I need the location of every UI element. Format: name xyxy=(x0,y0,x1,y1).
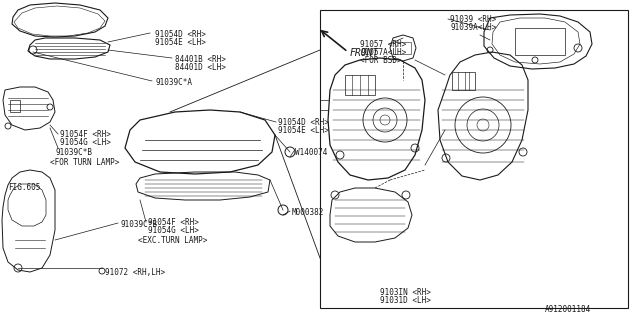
Text: 91054D <RH>: 91054D <RH> xyxy=(155,30,206,39)
Text: 91039C*B: 91039C*B xyxy=(55,148,92,157)
Text: M000382: M000382 xyxy=(292,208,324,217)
Text: <FOR BSD>: <FOR BSD> xyxy=(360,56,402,65)
Text: FRONT: FRONT xyxy=(350,48,380,58)
Text: 84401B <RH>: 84401B <RH> xyxy=(175,55,226,64)
Text: 91039 <RH>: 91039 <RH> xyxy=(450,15,496,24)
Text: A912001184: A912001184 xyxy=(545,305,591,314)
Text: 91054G <LH>: 91054G <LH> xyxy=(148,226,199,235)
Bar xyxy=(320,10,628,308)
Text: 91039C*A: 91039C*A xyxy=(155,78,192,87)
Text: 91057 <RH>: 91057 <RH> xyxy=(360,40,406,49)
Text: FIG.605: FIG.605 xyxy=(8,183,40,192)
Text: 91057A<LH>: 91057A<LH> xyxy=(360,48,406,57)
Text: 91054E <LH>: 91054E <LH> xyxy=(278,126,329,135)
Text: 91054E <LH>: 91054E <LH> xyxy=(155,38,206,47)
Text: 91054F <RH>: 91054F <RH> xyxy=(148,218,199,227)
Text: <FOR TURN LAMP>: <FOR TURN LAMP> xyxy=(50,158,120,167)
Text: 9103IN <RH>: 9103IN <RH> xyxy=(380,288,431,297)
Text: 91039C*B: 91039C*B xyxy=(120,220,157,229)
Text: <EXC.TURN LAMP>: <EXC.TURN LAMP> xyxy=(138,236,207,245)
Text: 91054D <RH>: 91054D <RH> xyxy=(278,118,329,127)
Text: 84401D <LH>: 84401D <LH> xyxy=(175,63,226,72)
Text: W140074: W140074 xyxy=(295,148,328,157)
Text: 91054F <RH>: 91054F <RH> xyxy=(60,130,111,139)
Text: 91031D <LH>: 91031D <LH> xyxy=(380,296,431,305)
Text: 91039A<LH>: 91039A<LH> xyxy=(450,23,496,32)
Text: 91072 <RH,LH>: 91072 <RH,LH> xyxy=(105,268,165,277)
Text: 91054G <LH>: 91054G <LH> xyxy=(60,138,111,147)
